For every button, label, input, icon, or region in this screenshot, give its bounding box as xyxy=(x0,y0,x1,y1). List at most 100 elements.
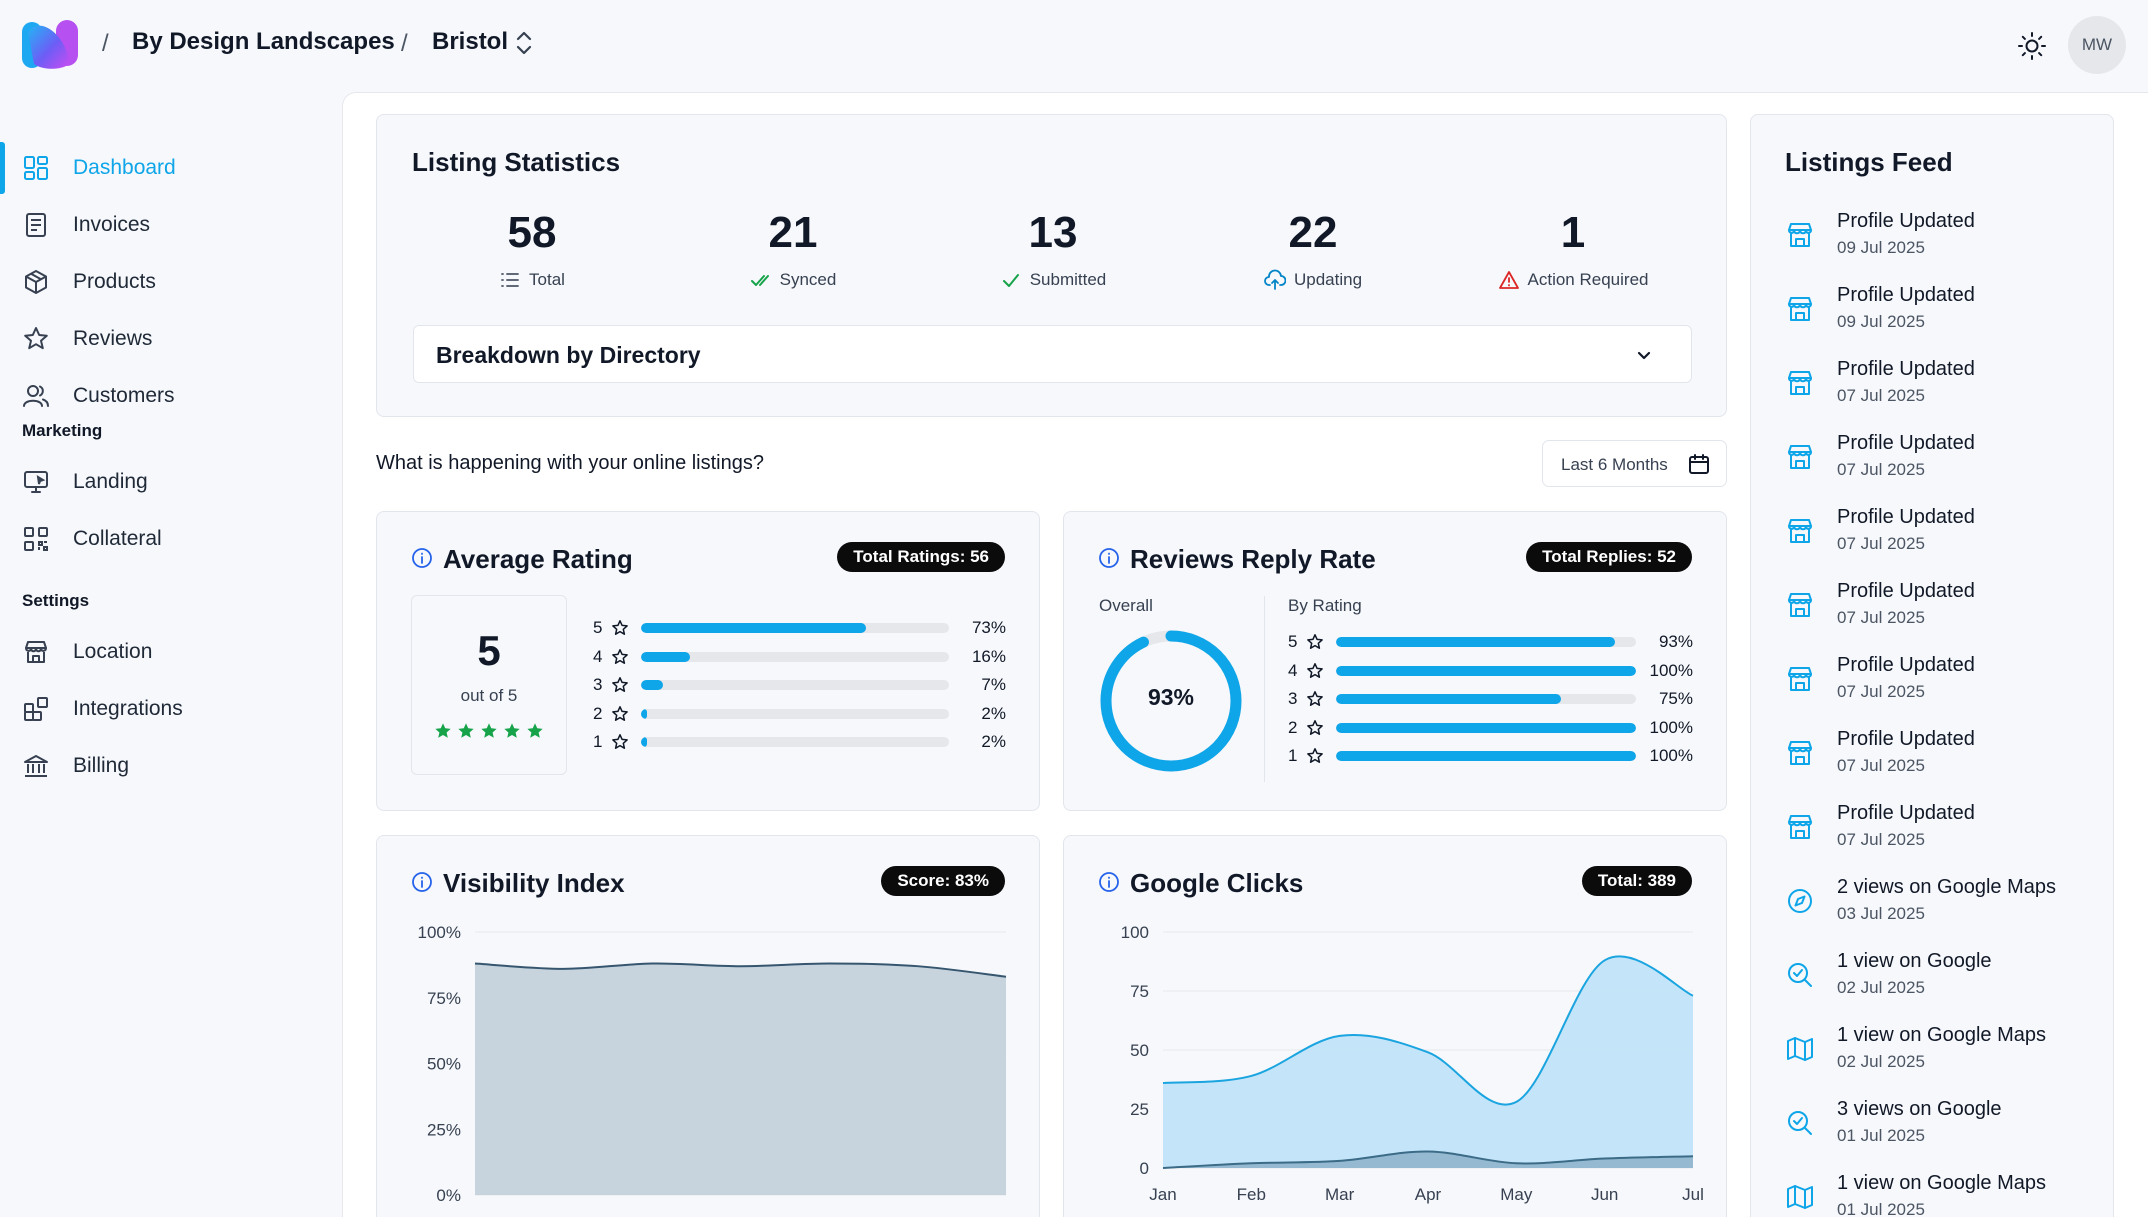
info-icon[interactable] xyxy=(411,871,433,893)
store-icon xyxy=(1788,593,1812,617)
info-icon[interactable] xyxy=(1098,547,1120,569)
y-tick-label: 0% xyxy=(436,1186,461,1205)
bar-track xyxy=(1336,751,1636,761)
chevron-down-icon xyxy=(1637,351,1651,360)
card-title: Google Clicks xyxy=(1130,868,1304,898)
feed-item[interactable]: Profile Updated 07 Jul 2025 xyxy=(1785,728,2105,788)
bar-track xyxy=(1336,637,1636,647)
sidebar-item-reviews[interactable]: Reviews xyxy=(0,313,330,365)
stat-updating[interactable]: 22 Updating xyxy=(1213,211,1413,291)
bar-fill xyxy=(1336,722,1636,733)
feed-item[interactable]: Profile Updated 07 Jul 2025 xyxy=(1785,654,2105,714)
star-filled-icon xyxy=(435,723,451,738)
feed-item-title: Profile Updated xyxy=(1837,358,1975,380)
bar-percent: 100% xyxy=(1649,660,1693,680)
stat-submitted[interactable]: 13 Submitted xyxy=(953,211,1153,291)
app-logo[interactable] xyxy=(22,20,80,70)
sidebar-item-integrations[interactable]: Integrations xyxy=(0,683,330,735)
sidebar-item-location[interactable]: Location xyxy=(0,626,330,678)
card-title: Visibility Index xyxy=(443,868,625,898)
sidebar-item-label: Customers xyxy=(73,384,175,407)
star-outline-icon xyxy=(612,620,628,635)
star-filled-icon xyxy=(504,723,520,738)
section-question: What is happening with your online listi… xyxy=(376,452,764,474)
store-icon xyxy=(1788,741,1812,765)
sidebar-item-collateral[interactable]: Collateral xyxy=(0,513,330,565)
user-avatar[interactable]: MW xyxy=(2068,16,2126,74)
stat-label: Total xyxy=(529,270,565,289)
feed-item-date: 03 Jul 2025 xyxy=(1837,904,1925,923)
feed-item[interactable]: Profile Updated 09 Jul 2025 xyxy=(1785,210,2105,270)
feed-item-title: 1 view on Google Maps xyxy=(1837,1172,2047,1194)
y-tick-label: 100% xyxy=(418,923,461,942)
store-icon xyxy=(1788,519,1812,543)
stat-action-required[interactable]: 1 Action Required xyxy=(1473,211,1673,291)
star-outline-icon xyxy=(612,705,628,721)
bar-fill xyxy=(641,737,648,747)
rating-bar-row: 3 75% xyxy=(1288,689,1693,709)
feed-item[interactable]: Profile Updated 09 Jul 2025 xyxy=(1785,284,2105,344)
feed-item-date: 07 Jul 2025 xyxy=(1837,608,1925,627)
stat-synced[interactable]: 21 Synced xyxy=(693,211,893,291)
feed-item-title: Profile Updated xyxy=(1837,210,1975,232)
feed-item-date: 01 Jul 2025 xyxy=(1837,1200,1925,1217)
star-count: 4 xyxy=(1288,660,1298,680)
feed-item[interactable]: 2 views on Google Maps 03 Jul 2025 xyxy=(1785,876,2105,936)
y-tick-label: 50% xyxy=(427,1055,461,1074)
date-range-button[interactable]: Last 6 Months xyxy=(1542,440,1727,487)
sidebar-item-products[interactable]: Products xyxy=(0,256,330,308)
feed-item[interactable]: Profile Updated 07 Jul 2025 xyxy=(1785,358,2105,418)
feed-item[interactable]: Profile Updated 07 Jul 2025 xyxy=(1785,802,2105,862)
feed-item[interactable]: Profile Updated 07 Jul 2025 xyxy=(1785,432,2105,492)
stat-total[interactable]: 58 Total xyxy=(432,211,632,291)
calendar-icon xyxy=(1689,454,1709,474)
stat-value: 1 xyxy=(1560,208,1586,257)
sidebar-item-billing[interactable]: Billing xyxy=(0,740,330,792)
feed-item-date: 02 Jul 2025 xyxy=(1837,1052,1925,1071)
feed-item[interactable]: Profile Updated 07 Jul 2025 xyxy=(1785,580,2105,640)
sun-icon[interactable] xyxy=(2016,30,2048,62)
feed-item-title: Profile Updated xyxy=(1837,506,1975,528)
sidebar-item-landing[interactable]: Landing xyxy=(0,456,330,508)
feed-item[interactable]: 1 view on Google 02 Jul 2025 xyxy=(1785,950,2105,1010)
reviews-reply-rate-card: Reviews Reply Rate Total Replies: 52 Ove… xyxy=(1063,511,1727,811)
x-tick-label: Jun xyxy=(1591,1185,1618,1204)
info-icon[interactable] xyxy=(1098,871,1120,893)
rating-bar-row: 1 2% xyxy=(593,732,1006,752)
breakdown-by-directory-toggle[interactable]: Breakdown by Directory xyxy=(413,325,1692,383)
feed-item[interactable]: Profile Updated 07 Jul 2025 xyxy=(1785,506,2105,566)
breadcrumb-location[interactable]: Bristol xyxy=(432,28,509,55)
feed-item[interactable]: 1 view on Google Maps 02 Jul 2025 xyxy=(1785,1024,2105,1084)
warning-icon xyxy=(1498,271,1519,289)
card-title: Reviews Reply Rate xyxy=(1130,544,1376,574)
bar-fill xyxy=(1336,751,1636,761)
feed-item-title: Profile Updated xyxy=(1837,802,1975,824)
star-count: 4 xyxy=(593,646,603,666)
feed-item-title: 1 view on Google xyxy=(1837,950,1992,972)
feed-item[interactable]: 3 views on Google 01 Jul 2025 xyxy=(1785,1098,2105,1158)
feed-item-title: 1 view on Google Maps xyxy=(1837,1024,2047,1046)
chevrons-up-down-icon[interactable] xyxy=(513,28,535,58)
rating-stars xyxy=(412,722,566,740)
sidebar-item-customers[interactable]: Customers xyxy=(0,370,330,422)
qr-code-icon xyxy=(24,527,48,551)
info-icon[interactable] xyxy=(411,547,433,569)
bar-track xyxy=(1336,694,1636,704)
star-count: 2 xyxy=(1288,717,1298,737)
feed-item[interactable]: 1 view on Google Maps 01 Jul 2025 xyxy=(1785,1172,2105,1217)
card-title: Average Rating xyxy=(443,544,633,574)
total-replies-badge: Total Replies: 52 xyxy=(1526,542,1692,572)
sidebar-item-dashboard[interactable]: Dashboard xyxy=(0,142,330,194)
feed-item-title: Profile Updated xyxy=(1837,654,1975,676)
breadcrumb-company[interactable]: By Design Landscapes xyxy=(132,28,395,55)
star-count: 3 xyxy=(1288,689,1298,708)
feed-item-date: 07 Jul 2025 xyxy=(1837,830,1925,849)
bar-track xyxy=(641,651,949,662)
sidebar-item-invoices[interactable]: Invoices xyxy=(0,199,330,251)
sidebar-item-label: Reviews xyxy=(73,327,153,350)
rating-bar-row: 4 100% xyxy=(1288,661,1693,681)
bar-percent: 100% xyxy=(1649,746,1693,765)
feed-item-date: 02 Jul 2025 xyxy=(1837,978,1925,997)
feed-item-date: 07 Jul 2025 xyxy=(1837,534,1925,553)
